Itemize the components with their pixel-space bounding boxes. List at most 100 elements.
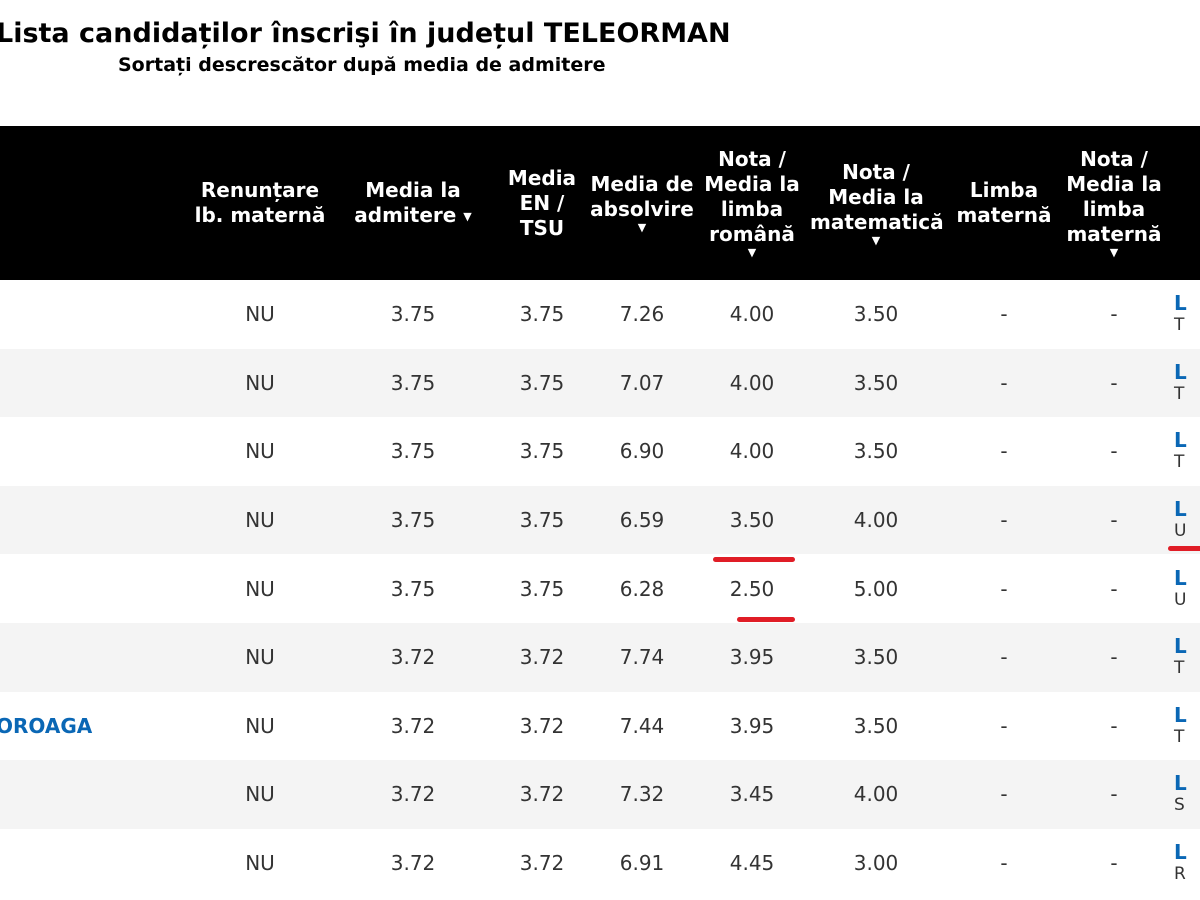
header-nota-limba-materna-label: Nota / Media la limba maternă: [1066, 147, 1162, 246]
nota-limba-materna-cell: -: [1110, 370, 1118, 395]
media-admitere-cell: 3.75: [390, 576, 436, 601]
header-limba-materna-label: Limba maternă: [956, 178, 1052, 227]
nota-romana-cell: 4.00: [729, 370, 775, 395]
header-renuntare[interactable]: Renunțare lb. maternă: [190, 126, 330, 280]
renuntare-cell: NU: [245, 851, 275, 876]
header-nota-matematica[interactable]: Nota / Media la matematică ▼: [808, 126, 944, 280]
media-en-cell: 3.75: [519, 302, 565, 327]
header-media-en[interactable]: Media EN / TSU: [496, 126, 588, 280]
header-school: [1164, 126, 1200, 280]
nota-romana-cell: 3.95: [729, 645, 775, 670]
header-nota-romana-label: Nota / Media la limba română: [704, 147, 800, 246]
nota-matematica-cell: 3.50: [853, 370, 899, 395]
school-location: T: [1174, 726, 1185, 747]
media-admitere-cell: 3.72: [390, 645, 436, 670]
media-absolvire-cell: 6.90: [619, 439, 665, 464]
school-link[interactable]: L: [1174, 634, 1187, 659]
nota-romana-cell: 3.50: [729, 508, 775, 533]
media-en-cell: 3.75: [519, 439, 565, 464]
media-absolvire-cell: 7.07: [619, 370, 665, 395]
candidates-table: Renunțare lb. maternă Media la admitere …: [0, 126, 1200, 897]
page-subtitle: Sortați descrescător după media de admit…: [118, 54, 606, 76]
candidate-name-cell: [0, 280, 190, 349]
limba-materna-cell: -: [1000, 302, 1008, 327]
media-absolvire-cell: 6.28: [619, 576, 665, 601]
nota-limba-materna-cell: -: [1110, 645, 1118, 670]
school-link[interactable]: L: [1174, 565, 1187, 590]
header-media-absolvire[interactable]: Media de absolvire ▼: [588, 126, 696, 280]
candidate-name-cell: [0, 349, 190, 418]
nota-matematica-cell: 5.00: [853, 576, 899, 601]
media-admitere-cell: 3.75: [390, 439, 436, 464]
media-en-cell: 3.75: [519, 370, 565, 395]
school-location: S: [1174, 795, 1185, 816]
annotation-underline: [1168, 546, 1200, 551]
sort-arrow-icon: ▼: [463, 209, 472, 223]
header-nota-romana[interactable]: Nota / Media la limba română ▼: [696, 126, 808, 280]
nota-limba-materna-cell: -: [1110, 851, 1118, 876]
header-name: [0, 126, 190, 280]
school-location: T: [1174, 383, 1185, 404]
school-location: U: [1174, 521, 1187, 542]
candidate-name-cell: [0, 760, 190, 829]
header-media-admitere[interactable]: Media la admitere ▼: [330, 126, 496, 280]
media-en-cell: 3.72: [519, 782, 565, 807]
sort-arrow-icon: ▼: [1109, 246, 1119, 259]
media-absolvire-cell: 7.26: [619, 302, 665, 327]
media-absolvire-cell: 7.32: [619, 782, 665, 807]
nota-limba-materna-cell: -: [1110, 576, 1118, 601]
candidate-name-link[interactable]: OROAGA: [0, 713, 93, 738]
nota-limba-materna-cell: -: [1110, 713, 1118, 738]
sort-arrow-icon: ▼: [747, 246, 757, 259]
nota-limba-materna-cell: -: [1110, 302, 1118, 327]
school-link[interactable]: L: [1174, 497, 1187, 522]
school-location: T: [1174, 315, 1185, 336]
school-link[interactable]: L: [1174, 359, 1187, 384]
media-admitere-cell: 3.75: [390, 370, 436, 395]
nota-matematica-cell: 3.50: [853, 439, 899, 464]
nota-matematica-cell: 3.50: [853, 713, 899, 738]
media-admitere-cell: 3.75: [390, 508, 436, 533]
limba-materna-cell: -: [1000, 576, 1008, 601]
limba-materna-cell: -: [1000, 508, 1008, 533]
header-nota-limba-materna[interactable]: Nota / Media la limba maternă ▼: [1064, 126, 1164, 280]
school-link[interactable]: L: [1174, 702, 1187, 727]
renuntare-cell: NU: [245, 508, 275, 533]
school-link[interactable]: L: [1174, 291, 1187, 316]
limba-materna-cell: -: [1000, 713, 1008, 738]
school-link[interactable]: L: [1174, 771, 1187, 796]
school-link[interactable]: L: [1174, 428, 1187, 453]
nota-romana-cell: 4.00: [729, 439, 775, 464]
candidate-name-cell: OROAGA: [0, 692, 190, 761]
nota-limba-materna-cell: -: [1110, 508, 1118, 533]
media-absolvire-cell: 7.74: [619, 645, 665, 670]
annotation-underline: [737, 617, 795, 622]
media-admitere-cell: 3.75: [390, 302, 436, 327]
candidate-name-cell: [0, 554, 190, 623]
limba-materna-cell: -: [1000, 782, 1008, 807]
renuntare-cell: NU: [245, 370, 275, 395]
table-header-row: Renunțare lb. maternă Media la admitere …: [0, 126, 1200, 280]
sort-arrow-icon: ▼: [637, 221, 647, 234]
school-location: U: [1174, 589, 1187, 610]
school-link[interactable]: L: [1174, 840, 1187, 865]
table-row: OROAGA NU 3.72 3.72 7.44 3.95 3.50 - - L…: [0, 692, 1200, 761]
header-media-en-label: Media EN / TSU: [507, 165, 577, 240]
candidate-name-cell: [0, 829, 190, 898]
media-admitere-cell: 3.72: [390, 713, 436, 738]
header-limba-materna[interactable]: Limba maternă: [944, 126, 1064, 280]
media-en-cell: 3.72: [519, 851, 565, 876]
media-absolvire-cell: 7.44: [619, 713, 665, 738]
